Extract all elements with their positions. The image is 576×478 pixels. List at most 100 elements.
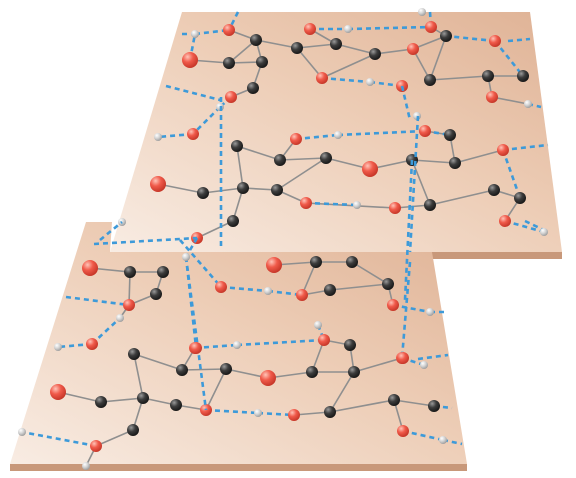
hydrogen-atom — [154, 133, 162, 141]
hydrogen-bond — [493, 40, 525, 77]
hydrogen-bond — [507, 37, 531, 43]
hydrogen-atom — [524, 100, 532, 108]
hydrogen-atom — [82, 462, 90, 470]
oxygen-atom — [318, 334, 330, 346]
hydrogen-bond — [504, 219, 545, 234]
covalent-bond — [296, 47, 323, 79]
covalent-bond — [276, 157, 327, 191]
top-atoms — [118, 8, 548, 244]
oxygen-atom — [425, 21, 437, 33]
hydrogen-bond — [295, 133, 339, 141]
hydrogen-atom — [254, 409, 262, 417]
oxygen-atom — [316, 72, 328, 84]
hydrogen-atom — [182, 253, 190, 261]
carbon-atom — [440, 30, 452, 42]
oxygen-atom — [50, 384, 66, 400]
carbon-atom — [231, 140, 243, 152]
carbon-atom — [237, 182, 249, 194]
carbon-atom — [330, 38, 342, 50]
hydrogen-bond — [321, 76, 371, 84]
carbon-atom — [291, 42, 303, 54]
hydrogen-atom — [426, 308, 434, 316]
carbon-atom — [369, 48, 381, 60]
interlayer-hydrogen-bonds — [93, 85, 420, 411]
covalent-bond — [296, 43, 337, 49]
covalent-bond — [374, 48, 414, 55]
interlayer-atoms — [182, 253, 409, 364]
hydrogen-bond — [400, 85, 412, 121]
covalent-bond — [335, 43, 376, 55]
carbon-atom — [424, 199, 436, 211]
covalent-bond — [202, 187, 244, 194]
covalent-bond — [429, 75, 489, 81]
carbon-atom — [482, 70, 494, 82]
carbon-atom — [127, 424, 139, 436]
covalent-bond — [236, 145, 244, 189]
hydrogen-bond — [65, 295, 130, 307]
carbon-atom — [124, 266, 136, 278]
hydrogen-bond — [91, 317, 121, 345]
hydrogen-bond — [192, 106, 221, 135]
hydrogen-bond — [400, 261, 412, 359]
oxygen-atom — [419, 125, 431, 137]
carbon-atom — [223, 57, 235, 69]
covalent-bond — [429, 189, 495, 206]
oxygen-atom — [260, 370, 276, 386]
covalent-bond — [353, 357, 403, 373]
oxygen-atom — [86, 338, 98, 350]
carbon-atom — [274, 154, 286, 166]
carbon-atom — [382, 278, 394, 290]
hydrogen-bond — [236, 338, 325, 347]
covalent-bond — [205, 368, 227, 411]
carbon-atom — [488, 184, 500, 196]
oxygen-atom — [387, 299, 399, 311]
hydrogen-atom — [420, 361, 428, 369]
covalent-bond — [351, 261, 389, 285]
oxygen-atom — [489, 35, 501, 47]
oxygen-atom — [389, 202, 401, 214]
hydrogen-atom — [18, 428, 26, 436]
covalent-bond — [181, 368, 227, 371]
hydrogen-bond — [21, 430, 97, 448]
carbon-atom — [176, 364, 188, 376]
covalent-bond — [321, 53, 376, 79]
carbon-atom — [320, 152, 332, 164]
oxygen-atom — [486, 91, 498, 103]
hydrogen-bond — [392, 303, 431, 314]
hydrogen-atom — [233, 341, 241, 349]
hydrogen-bond — [93, 236, 198, 246]
covalent-bond — [491, 96, 529, 105]
covalent-bond — [429, 35, 447, 81]
carbon-atom — [324, 284, 336, 296]
oxygen-atom — [225, 91, 237, 103]
oxygen-atom — [215, 281, 227, 293]
oxygen-atom — [407, 43, 419, 55]
hydrogen-bond — [347, 25, 432, 31]
hydrogen-bond — [220, 285, 269, 293]
hydrogen-atom — [366, 78, 374, 86]
carbon-atom — [428, 400, 440, 412]
hydrogen-atom — [540, 228, 548, 236]
hydrogen-bond — [194, 343, 238, 350]
carbon-atom — [150, 288, 162, 300]
carbon-atom — [517, 70, 529, 82]
hydrogen-bond — [157, 132, 194, 139]
hydrogen-atom — [344, 25, 352, 33]
covalent-bond — [329, 283, 389, 291]
covalent-bond — [305, 202, 396, 209]
hydrogen-atom — [191, 30, 199, 38]
carbon-atom — [220, 363, 232, 375]
carbon-atom — [157, 266, 169, 278]
covalent-bond — [411, 159, 456, 164]
oxygen-atom — [290, 133, 302, 145]
hydrogen-bond — [57, 342, 93, 349]
covalent-bond — [393, 399, 435, 407]
covalent-bond — [293, 411, 331, 416]
oxygen-atom — [362, 161, 378, 177]
oxygen-atom — [300, 197, 312, 209]
hydrogen-atom — [116, 314, 124, 322]
hydrogen-bond — [184, 256, 208, 411]
oxygen-atom — [223, 24, 235, 36]
oxygen-atom — [90, 440, 102, 452]
carbon-atom — [324, 406, 336, 418]
